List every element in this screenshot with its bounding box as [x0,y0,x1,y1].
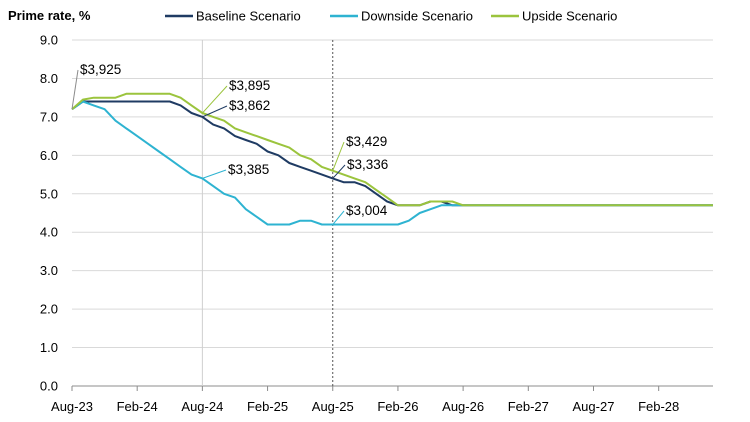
vertical-markers [201,40,334,386]
y-axis-ticks: 0.0 1.0 2.0 3.0 4.0 5.0 6.0 7.0 8.0 9.0 [40,33,58,394]
x-tick-label: Feb-26 [377,399,418,414]
x-tick-label: Feb-24 [117,399,158,414]
x-tick-label: Aug-25 [312,399,354,414]
y-tick-label: 8.0 [40,71,58,86]
series-lines [71,92,713,226]
annotation-leader [202,169,227,179]
y-tick-label: 9.0 [40,33,58,48]
x-tick-label: Feb-27 [508,399,549,414]
y-tick-label: 7.0 [40,109,58,124]
series-line-upside-scenario [71,92,713,207]
annotation-leader [332,141,345,171]
y-axis-label: Prime rate, % [8,8,91,23]
annotation-leader [202,105,228,118]
x-tick-label: Aug-23 [51,399,93,414]
annotation-label: $3,004 [346,203,388,218]
legend: Baseline Scenario Downside Scenario Upside… [165,9,617,24]
x-tick-label: Aug-24 [181,399,223,414]
x-tick-label: Aug-27 [573,399,615,414]
annotation-label: $3,336 [347,157,388,172]
annotation-label: $3,862 [229,98,270,113]
annotation-leader [332,164,346,179]
legend-label-upside-scenario: Upside Scenario [522,9,617,24]
x-tick-label: Feb-25 [247,399,288,414]
y-tick-label: 3.0 [40,263,58,278]
y-tick-label: 2.0 [40,302,58,317]
y-tick-label: 5.0 [40,186,58,201]
x-axis-ticks: Aug-23 Feb-24 Aug-24 Feb-25 Aug-25 Feb-26 Aug-… [51,386,679,414]
annotations: $3,925 $3,895 $3,862 $3,385 $3,429 $3,336 $3,0… [71,62,388,225]
x-tick-label: Feb-28 [638,399,679,414]
y-tick-label: 6.0 [40,148,58,163]
gridlines [72,39,713,387]
annotation-leader [71,69,79,110]
x-tick-label: Aug-26 [442,399,484,414]
legend-label-baseline-scenario: Baseline Scenario [196,9,301,24]
annotation-leader [332,210,345,225]
y-tick-label: 0.0 [40,379,58,394]
annotation-leader [202,85,228,114]
series-line-downside-scenario [71,100,713,226]
annotation-label: $3,925 [80,62,121,77]
legend-label-downside-scenario: Downside Scenario [361,9,473,24]
y-tick-label: 1.0 [40,340,58,355]
annotation-label: $3,895 [229,78,270,93]
y-tick-label: 4.0 [40,225,58,240]
annotation-label: $3,385 [228,162,269,177]
annotation-label: $3,429 [346,134,387,149]
